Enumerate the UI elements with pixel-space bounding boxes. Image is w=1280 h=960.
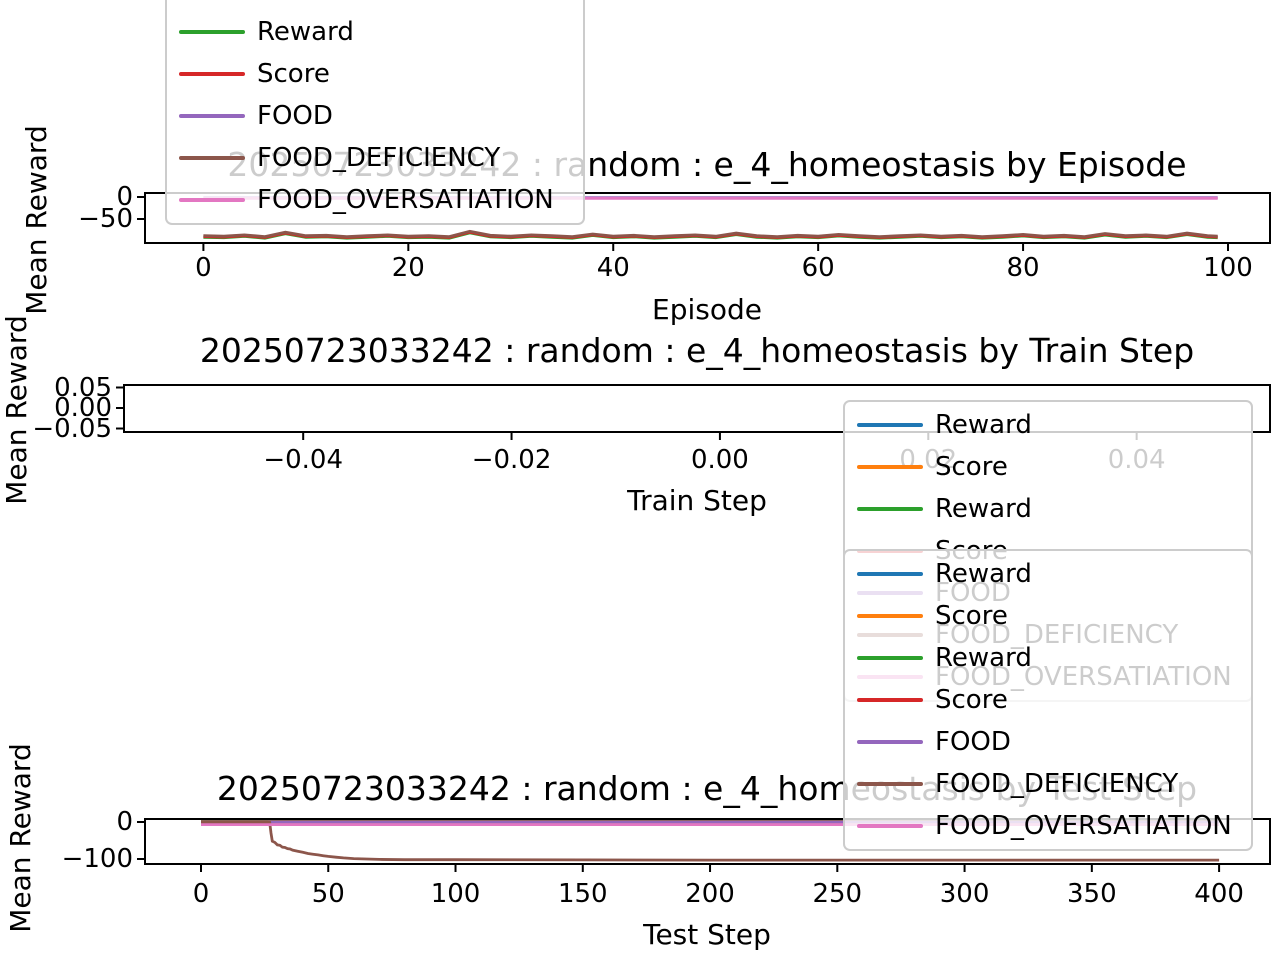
- legend-line-swatch: [857, 824, 923, 828]
- x-tick-label: 40: [596, 253, 630, 283]
- x-tick-label: 80: [1006, 253, 1040, 283]
- legend-entry-label: FOOD_OVERSATIATION: [257, 185, 554, 215]
- x-tick-label: 0: [195, 253, 212, 283]
- y-tick-label: 0.05: [54, 372, 112, 403]
- axes-frame: [144, 818, 1271, 865]
- legend-line-swatch: [857, 698, 923, 702]
- legend-line-swatch: [857, 614, 923, 618]
- chart-title-train-step: 20250723033242 : random : e_4_homeostasi…: [199, 331, 1195, 370]
- x-tick-label: 250: [812, 879, 863, 909]
- y-tick-label: 0: [116, 806, 133, 837]
- test-step-legend: Reward Score Reward Score FOOD FOOD_DEFICIENC…: [843, 549, 1253, 851]
- legend-entry-label: Score: [935, 601, 1008, 631]
- x-tick-label: −0.02: [471, 445, 552, 475]
- y-tick-label: −100: [61, 844, 133, 874]
- legend-line-swatch: [857, 740, 923, 744]
- legend-line-swatch: [179, 156, 245, 160]
- legend-line-swatch: [857, 423, 923, 427]
- x-tick-label: 20: [391, 253, 425, 283]
- x-axis-label-test-step: Test Step: [643, 918, 771, 951]
- legend-line-swatch: [179, 114, 245, 118]
- series-line: [201, 820, 1220, 862]
- legend-entry-label: FOOD: [935, 727, 1011, 757]
- x-tick-label: 0: [192, 879, 210, 909]
- legend-entry-label: FOOD: [257, 101, 333, 131]
- x-tick-label: 100: [430, 879, 481, 909]
- legend-line-swatch: [179, 72, 245, 76]
- legend-entry-label: Reward: [935, 559, 1032, 589]
- x-tick-label: 400: [1194, 879, 1244, 909]
- y-axis-label-train-step: Mean Reward: [0, 315, 33, 505]
- series-line: [203, 229, 1218, 239]
- legend-line-swatch: [857, 656, 923, 660]
- legend-line-swatch: [857, 465, 923, 469]
- x-tick-label: 200: [685, 879, 735, 909]
- legend-line-swatch: [857, 572, 923, 576]
- axes-frame: [144, 192, 1271, 244]
- legend-entry-label: Score: [257, 59, 330, 89]
- y-tick-label: −0.05: [32, 413, 112, 444]
- y-axis-label-episode: Mean Reward: [20, 125, 53, 315]
- legend-entry-label: Reward: [935, 643, 1032, 673]
- legend-line-swatch: [179, 198, 245, 202]
- axes-frame: [123, 384, 1271, 433]
- legend-entry-label: Reward: [257, 17, 354, 47]
- legend-line-swatch: [857, 782, 923, 786]
- y-tick-label: −50: [78, 204, 133, 234]
- x-axis-label-train-step: Train Step: [627, 484, 767, 517]
- episode-legend: Reward Score FOOD FOOD_DEFICIENCY FOOD_OVERS…: [165, 0, 585, 225]
- legend-entry-label: FOOD_OVERSATIATION: [935, 811, 1232, 841]
- legend-entry-label: FOOD_DEFICIENCY: [935, 769, 1179, 799]
- legend-line-swatch: [857, 507, 923, 511]
- x-tick-label: 50: [311, 879, 345, 909]
- legend-entry-label: Score: [935, 452, 1008, 482]
- legend-entry-label: Reward: [935, 410, 1032, 440]
- x-axis-label-episode: Episode: [652, 293, 762, 326]
- x-tick-label: 60: [801, 253, 835, 283]
- x-tick-label: 350: [1067, 879, 1117, 909]
- x-tick-label: 100: [1203, 253, 1253, 283]
- legend-entry-label: FOOD_DEFICIENCY: [257, 143, 501, 173]
- legend-entry-label: Reward: [935, 494, 1032, 524]
- x-tick-label: −0.04: [263, 445, 344, 475]
- x-tick-label: 300: [939, 879, 990, 909]
- y-tick-label: 0: [116, 182, 133, 212]
- x-tick-label: 0.00: [690, 445, 749, 475]
- x-tick-label: 150: [557, 879, 608, 909]
- legend-entry-label: Score: [935, 685, 1008, 715]
- legend-line-swatch: [179, 30, 245, 34]
- y-axis-label-test-step: Mean Reward: [4, 743, 37, 933]
- y-tick-label: 0.00: [54, 393, 112, 423]
